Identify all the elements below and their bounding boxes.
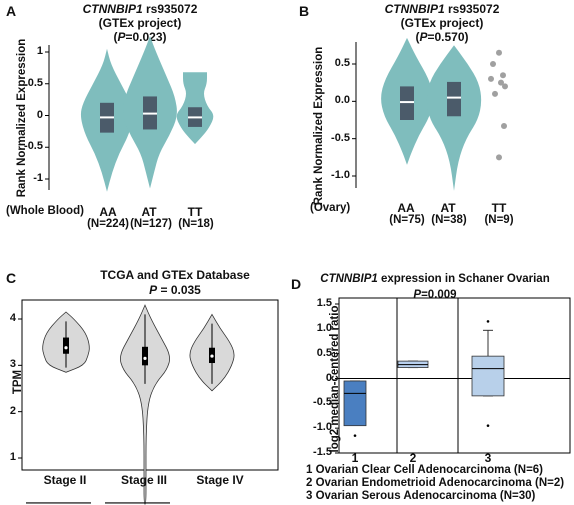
panel-b-ylabel: Rank Normalized Expression (313, 46, 325, 206)
panel-b-n-aa: (N=75) (389, 214, 425, 226)
panel-c-label: C (6, 270, 17, 286)
panel-b-cat-aa: AA (397, 201, 415, 215)
panel-c-cat-ii: Stage II (43, 473, 87, 487)
panel-d-box-3 (471, 355, 505, 397)
panel-c-box-iii (142, 346, 148, 366)
panel-d-tick: 1.0 (316, 321, 332, 334)
panel-d-tick: -0.5 (313, 396, 332, 409)
panel-b-tt-point (496, 154, 502, 161)
panel-a-n-tt: (N=18) (178, 218, 214, 230)
panel-b-tt-point (492, 90, 498, 97)
panel-b-snp: rs935072 (444, 2, 500, 16)
panel-d-title: CTNNBIP1 expression in Schaner Ovarian (320, 273, 550, 285)
panel-c-tick: 2 (9, 404, 16, 417)
panel-d-outlier-3 (486, 320, 490, 323)
panel-a-tissue: (Whole Blood) (6, 205, 84, 217)
panel-a-cat-tt: TT (187, 205, 203, 219)
panel-c-violin-iii (120, 304, 170, 505)
panel-b-project: (GTEx project) (400, 16, 484, 30)
panel-a-cat-aa: AA (99, 205, 117, 219)
panel-d-legend-2: 2 Ovarian Endometrioid Adenocarcinoma (N… (306, 477, 565, 489)
panel-b-tick: -0.5 (331, 131, 350, 144)
panel-a-tick: 0 (36, 108, 43, 121)
panel-b-tt-point (501, 122, 507, 129)
panel-b-tick: 0.5 (334, 57, 350, 69)
panel-c-median-ii (64, 346, 68, 350)
panel-c-cat-iii: Stage III (120, 473, 167, 487)
panel-b-box-aa (400, 86, 414, 120)
panel-c-title: TCGA and GTEx Database (100, 268, 250, 282)
panel-b-label: B (299, 3, 310, 19)
panel-b-cat-tt: TT (491, 201, 507, 215)
panel-b-tt-point (488, 75, 494, 82)
panel-d-tick: 0 (325, 371, 332, 384)
panel-c-tick: 3 (9, 358, 16, 371)
panel-d-cat-1: 1 (351, 451, 359, 465)
panel-c-median-iii (143, 356, 147, 360)
panel-a-tick: -1 (33, 172, 43, 184)
panel-b-box-at (447, 81, 461, 117)
panel-c-frame (21, 299, 279, 471)
panel-d-tick: 1.5 (316, 297, 332, 309)
panel-a-n-aa: (N=224) (87, 218, 129, 230)
panel-b-tt-point (500, 72, 506, 79)
panel-b-tissue: (Ovary) (310, 202, 351, 214)
panel-d-frame (338, 297, 571, 454)
panel-a-tick: -0.5 (24, 140, 43, 153)
panel-d-box-1 (343, 380, 367, 427)
panel-d-pvalue: P=0.009 (413, 289, 457, 301)
panel-a-label: A (6, 3, 17, 19)
panel-b-violin-at (426, 45, 482, 191)
panel-b-tick: 0.0 (334, 94, 350, 107)
panel-c-tick: 4 (9, 312, 16, 324)
panel-d-label: D (291, 276, 302, 292)
panel-d-tick: -1.0 (313, 421, 332, 434)
panel-a-project: (GTEx project) (98, 16, 182, 30)
panel-b-cat-at: AT (440, 201, 456, 215)
panel-b-gene: CTNNBIP1 (384, 2, 445, 16)
panel-a-snp: rs935072 (142, 2, 198, 16)
panel-b-n-at: (N=38) (431, 214, 467, 226)
panel-d-tick: 0.5 (316, 346, 332, 359)
panel-b-tt-point (498, 79, 504, 86)
panel-d-outlier-3 (486, 424, 490, 427)
panel-c-cat-iv: Stage IV (196, 473, 244, 487)
panel-d-cat-2: 2 (409, 451, 417, 465)
panel-a-title: CTNNBIP1 rs935072 (70, 2, 210, 16)
panel-d-legend-1: 1 Ovarian Clear Cell Adenocarcinoma (N=6… (306, 464, 544, 476)
panel-b-tt-point (496, 49, 502, 56)
panel-c-tick: 1 (9, 451, 16, 463)
panel-b-tt-point (490, 61, 496, 67)
panel-b-tt-point (502, 83, 508, 90)
panel-c-pvalue: P = 0.035 (149, 283, 201, 297)
panel-d-cat-3: 3 (484, 451, 492, 465)
panel-d-legend-3: 3 Ovarian Serous Adenocarcinoma (N=30) (306, 490, 536, 502)
panel-a-gene: CTNNBIP1 (82, 2, 143, 16)
panel-a-tick: 0.5 (27, 76, 43, 89)
panel-b-tick: -1.0 (331, 169, 350, 181)
panel-c-median-iv (210, 354, 214, 358)
panel-a-n-at: (N=127) (130, 218, 172, 230)
panel-b-title: CTNNBIP1 rs935072 (372, 2, 512, 16)
panel-b-n-tt: (N=9) (484, 214, 514, 226)
panel-d-outlier-1 (353, 434, 357, 437)
panel-a-tick: 1 (36, 45, 43, 57)
panel-a-cat-at: AT (141, 205, 157, 219)
panel-c-box-ii (63, 337, 69, 354)
panel-a-pvalue: (P=0.023) (113, 30, 167, 44)
panel-d-tick: -1.5 (313, 446, 332, 458)
panel-b-pvalue: (P=0.570) (415, 30, 469, 44)
